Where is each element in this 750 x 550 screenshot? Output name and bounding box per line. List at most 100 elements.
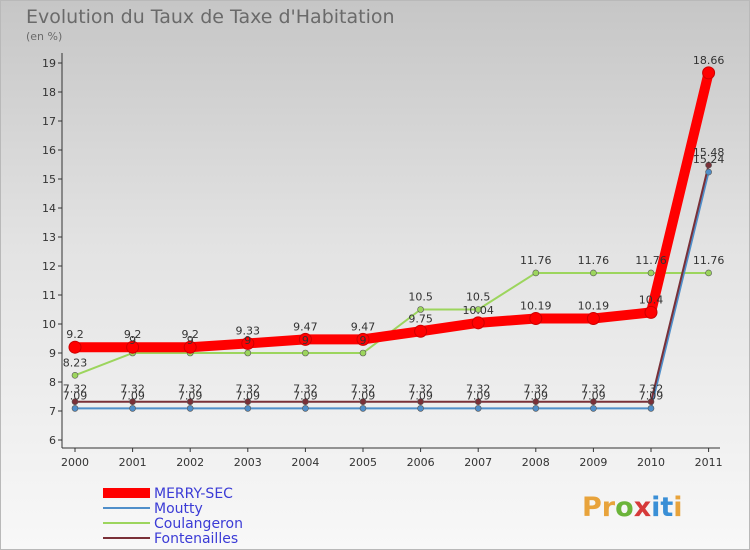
y-tick-label: 17 — [42, 115, 56, 128]
data-label-merry-sec: 9.47 — [293, 320, 318, 333]
y-tick-label: 6 — [49, 434, 56, 447]
data-point-moutty — [705, 168, 712, 176]
logo-letter: o — [615, 492, 634, 523]
data-point-moutty — [474, 405, 482, 412]
data-point-coulangeron — [474, 306, 482, 313]
data-label-coulangeron: 8.23 — [63, 356, 88, 369]
data-point-fontenailles — [186, 398, 194, 406]
data-point-fontenailles — [705, 161, 712, 169]
data-label-merry-sec: 9.75 — [408, 312, 433, 325]
data-point-coulangeron — [359, 349, 367, 357]
data-label-merry-sec: 10.04 — [462, 304, 494, 317]
x-tick-label: 2010 — [637, 456, 665, 469]
y-tick-label: 10 — [42, 318, 56, 331]
legend-label-merry-sec: MERRY-SEC — [154, 486, 233, 502]
data-label-merry-sec: 9.33 — [236, 324, 261, 337]
data-label-moutty: 7.09 — [178, 389, 203, 402]
data-point-moutty — [417, 405, 424, 412]
data-label-moutty: 7.09 — [120, 389, 145, 402]
data-label-moutty: 7.09 — [351, 389, 376, 402]
data-label-moutty: 7.09 — [236, 389, 261, 402]
x-tick-label: 2003 — [234, 456, 262, 469]
data-label-moutty: 7.09 — [639, 389, 664, 402]
data-point-merry-sec — [183, 340, 197, 354]
data-label-moutty: 7.09 — [63, 389, 88, 402]
data-point-coulangeron — [302, 349, 309, 357]
data-label-fontenailles: 7.32 — [236, 383, 261, 396]
logo-letter: P — [582, 492, 602, 523]
data-point-fontenailles — [244, 398, 252, 406]
data-label-moutty: 7.09 — [293, 389, 318, 402]
data-point-coulangeron — [244, 349, 252, 357]
x-tick-label: 2005 — [349, 456, 377, 469]
data-point-fontenailles — [129, 398, 136, 406]
data-label-moutty: 7.09 — [581, 389, 606, 402]
data-label-merry-sec: 18.66 — [693, 54, 725, 67]
data-point-merry-sec — [356, 332, 370, 346]
data-point-coulangeron — [532, 269, 540, 277]
y-tick-label: 7 — [49, 405, 56, 418]
data-point-moutty — [244, 405, 252, 412]
data-point-moutty — [359, 405, 367, 412]
data-label-fontenailles: 7.32 — [120, 383, 145, 396]
data-point-merry-sec — [702, 66, 716, 80]
data-point-merry-sec — [586, 311, 600, 325]
x-tick-label: 2001 — [119, 456, 147, 469]
y-tick-label: 16 — [42, 144, 56, 157]
x-tick-label: 2006 — [407, 456, 435, 469]
chart-title: Evolution du Taux de Taxe d'Habitation — [26, 6, 395, 28]
logo-letter: i — [673, 492, 683, 523]
data-label-coulangeron: 9 — [302, 334, 309, 347]
data-label-merry-sec: 9.47 — [351, 320, 376, 333]
data-label-coulangeron: 9 — [187, 334, 194, 347]
data-label-moutty: 7.09 — [524, 389, 549, 402]
data-label-coulangeron: 10.5 — [408, 291, 433, 304]
data-point-merry-sec — [298, 332, 312, 346]
chart-subtitle: (en %) — [26, 30, 63, 43]
data-label-merry-sec: 10.19 — [578, 299, 610, 312]
data-point-merry-sec — [241, 336, 255, 350]
data-label-coulangeron: 10.5 — [466, 291, 491, 304]
series-line-fontenailles — [74, 164, 710, 403]
y-tick-label: 14 — [42, 202, 56, 215]
data-label-merry-sec: 10.19 — [520, 299, 552, 312]
data-point-fontenailles — [302, 398, 309, 406]
data-point-fontenailles — [71, 398, 79, 406]
data-point-fontenailles — [417, 398, 424, 406]
data-point-merry-sec — [414, 324, 428, 338]
data-label-coulangeron: 11.76 — [520, 254, 552, 267]
legend-label-coulangeron: Coulangeron — [154, 516, 243, 532]
data-point-coulangeron — [590, 269, 597, 277]
series-line-coulangeron — [74, 271, 710, 377]
data-label-coulangeron: 11.76 — [578, 254, 610, 267]
data-point-merry-sec — [529, 311, 543, 325]
data-label-moutty: 7.09 — [408, 389, 433, 402]
data-label-coulangeron: 9 — [129, 334, 136, 347]
data-label-coulangeron: 11.76 — [635, 254, 667, 267]
data-point-coulangeron — [647, 269, 655, 277]
x-tick-label: 2007 — [464, 456, 492, 469]
logo-letter: t — [660, 492, 674, 523]
data-point-fontenailles — [532, 398, 540, 406]
y-tick-label: 11 — [42, 289, 56, 302]
logo-letter: x — [633, 492, 652, 523]
y-tick-label: 12 — [42, 260, 56, 273]
x-tick-label: 2002 — [176, 456, 204, 469]
data-label-merry-sec: 9.2 — [181, 328, 199, 341]
data-point-fontenailles — [590, 398, 597, 406]
data-label-fontenailles: 7.32 — [408, 383, 433, 396]
y-tick-label: 15 — [42, 173, 56, 186]
data-point-moutty — [129, 405, 136, 412]
data-label-moutty: 15.24 — [693, 153, 725, 166]
data-point-coulangeron — [71, 372, 79, 379]
x-tick-label: 2009 — [579, 456, 607, 469]
x-tick-label: 2008 — [522, 456, 550, 469]
data-label-fontenailles: 7.32 — [466, 383, 491, 396]
data-label-fontenailles: 7.32 — [639, 383, 664, 396]
data-point-moutty — [302, 405, 309, 412]
data-point-moutty — [532, 405, 540, 412]
logo-letter: r — [601, 492, 616, 523]
y-tick-label: 8 — [49, 376, 56, 389]
